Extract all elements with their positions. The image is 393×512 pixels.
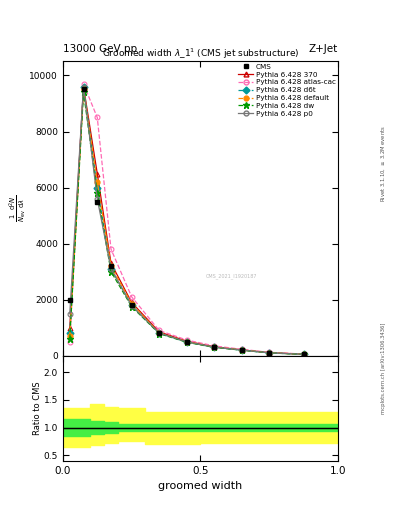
X-axis label: groomed width: groomed width xyxy=(158,481,242,491)
Pythia 6.428 dw xyxy=(108,269,114,275)
Pythia 6.428 p0 xyxy=(95,196,100,202)
Pythia 6.428 p0 xyxy=(301,351,306,357)
Pythia 6.428 370 xyxy=(239,347,244,353)
Pythia 6.428 default xyxy=(212,344,217,350)
Pythia 6.428 atlas-cac xyxy=(301,351,306,357)
Pythia 6.428 default xyxy=(81,87,86,93)
Pythia 6.428 p0 xyxy=(184,339,189,345)
Y-axis label: $\frac{1}{N_\mathrm{ev}}\frac{\mathrm{d}^2N}{\mathrm{d}\lambda}$: $\frac{1}{N_\mathrm{ev}}\frac{\mathrm{d}… xyxy=(7,195,28,222)
Pythia 6.428 d6t xyxy=(212,344,217,350)
CMS xyxy=(95,199,100,205)
Pythia 6.428 default xyxy=(239,347,244,353)
Pythia 6.428 p0 xyxy=(81,83,86,90)
Y-axis label: Ratio to CMS: Ratio to CMS xyxy=(33,381,42,435)
Pythia 6.428 dw xyxy=(184,339,189,345)
Line: Pythia 6.428 default: Pythia 6.428 default xyxy=(67,87,306,357)
Line: Pythia 6.428 370: Pythia 6.428 370 xyxy=(67,84,306,356)
Title: Groomed width $\lambda\_1^1$ (CMS jet substructure): Groomed width $\lambda\_1^1$ (CMS jet su… xyxy=(102,47,299,61)
Pythia 6.428 default xyxy=(108,263,114,269)
Pythia 6.428 dw xyxy=(267,350,272,356)
CMS xyxy=(239,347,244,353)
Pythia 6.428 d6t xyxy=(239,347,244,353)
Line: Pythia 6.428 dw: Pythia 6.428 dw xyxy=(67,89,307,357)
Text: 13000 GeV pp: 13000 GeV pp xyxy=(63,44,137,54)
Pythia 6.428 dw xyxy=(95,190,100,196)
CMS xyxy=(157,330,162,336)
CMS xyxy=(267,350,272,356)
CMS xyxy=(212,344,217,350)
Line: CMS: CMS xyxy=(67,87,306,357)
Pythia 6.428 atlas-cac xyxy=(68,338,72,345)
Pythia 6.428 d6t xyxy=(267,350,272,356)
Pythia 6.428 default xyxy=(301,351,306,357)
Pythia 6.428 dw xyxy=(129,304,134,310)
Line: Pythia 6.428 p0: Pythia 6.428 p0 xyxy=(67,84,306,357)
Pythia 6.428 d6t xyxy=(108,266,114,272)
Line: Pythia 6.428 d6t: Pythia 6.428 d6t xyxy=(67,84,306,357)
Pythia 6.428 370 xyxy=(267,350,272,356)
Pythia 6.428 370 xyxy=(157,329,162,335)
Pythia 6.428 d6t xyxy=(129,302,134,308)
Pythia 6.428 370 xyxy=(301,351,306,357)
Pythia 6.428 370 xyxy=(184,338,189,344)
Pythia 6.428 d6t xyxy=(157,330,162,336)
CMS xyxy=(108,263,114,269)
Pythia 6.428 p0 xyxy=(108,266,114,272)
Pythia 6.428 d6t xyxy=(68,330,72,336)
CMS xyxy=(68,296,72,303)
Pythia 6.428 dw xyxy=(301,351,306,357)
Pythia 6.428 atlas-cac xyxy=(184,337,189,343)
Pythia 6.428 d6t xyxy=(81,83,86,90)
CMS xyxy=(184,338,189,345)
CMS xyxy=(81,87,86,93)
Pythia 6.428 atlas-cac xyxy=(157,327,162,333)
Pythia 6.428 p0 xyxy=(68,311,72,317)
Pythia 6.428 atlas-cac xyxy=(108,246,114,252)
Pythia 6.428 dw xyxy=(81,89,86,95)
Pythia 6.428 atlas-cac xyxy=(81,81,86,87)
Pythia 6.428 atlas-cac xyxy=(267,349,272,355)
Legend: CMS, Pythia 6.428 370, Pythia 6.428 atlas-cac, Pythia 6.428 d6t, Pythia 6.428 de: CMS, Pythia 6.428 370, Pythia 6.428 atla… xyxy=(238,63,336,118)
Pythia 6.428 370 xyxy=(95,170,100,177)
Pythia 6.428 d6t xyxy=(184,339,189,345)
Pythia 6.428 default xyxy=(68,333,72,339)
Pythia 6.428 370 xyxy=(68,325,72,331)
Pythia 6.428 370 xyxy=(129,300,134,306)
Pythia 6.428 370 xyxy=(81,83,86,90)
Pythia 6.428 d6t xyxy=(95,184,100,190)
Line: Pythia 6.428 atlas-cac: Pythia 6.428 atlas-cac xyxy=(67,81,306,356)
Pythia 6.428 d6t xyxy=(301,351,306,357)
Pythia 6.428 atlas-cac xyxy=(95,114,100,120)
Text: Z+Jet: Z+Jet xyxy=(309,44,338,54)
Text: Rivet 3.1.10, $\geq$ 3.2M events: Rivet 3.1.10, $\geq$ 3.2M events xyxy=(379,125,387,202)
Pythia 6.428 dw xyxy=(239,347,244,353)
CMS xyxy=(129,302,134,308)
Pythia 6.428 atlas-cac xyxy=(212,343,217,349)
Pythia 6.428 370 xyxy=(212,344,217,350)
Pythia 6.428 dw xyxy=(68,336,72,342)
Pythia 6.428 default xyxy=(184,338,189,345)
Pythia 6.428 p0 xyxy=(129,303,134,309)
Pythia 6.428 370 xyxy=(108,260,114,266)
Pythia 6.428 p0 xyxy=(212,344,217,350)
CMS xyxy=(301,351,306,357)
Text: CMS_2021_I1920187: CMS_2021_I1920187 xyxy=(206,273,257,279)
Pythia 6.428 dw xyxy=(157,330,162,336)
Pythia 6.428 atlas-cac xyxy=(239,346,244,352)
Pythia 6.428 atlas-cac xyxy=(129,294,134,300)
Pythia 6.428 default xyxy=(95,179,100,185)
Pythia 6.428 dw xyxy=(212,345,217,351)
Pythia 6.428 p0 xyxy=(267,350,272,356)
Text: mcplots.cern.ch [arXiv:1306.3436]: mcplots.cern.ch [arXiv:1306.3436] xyxy=(381,323,386,414)
Pythia 6.428 default xyxy=(267,350,272,356)
Pythia 6.428 default xyxy=(157,330,162,336)
Pythia 6.428 default xyxy=(129,301,134,307)
Pythia 6.428 p0 xyxy=(157,330,162,336)
Pythia 6.428 p0 xyxy=(239,347,244,353)
